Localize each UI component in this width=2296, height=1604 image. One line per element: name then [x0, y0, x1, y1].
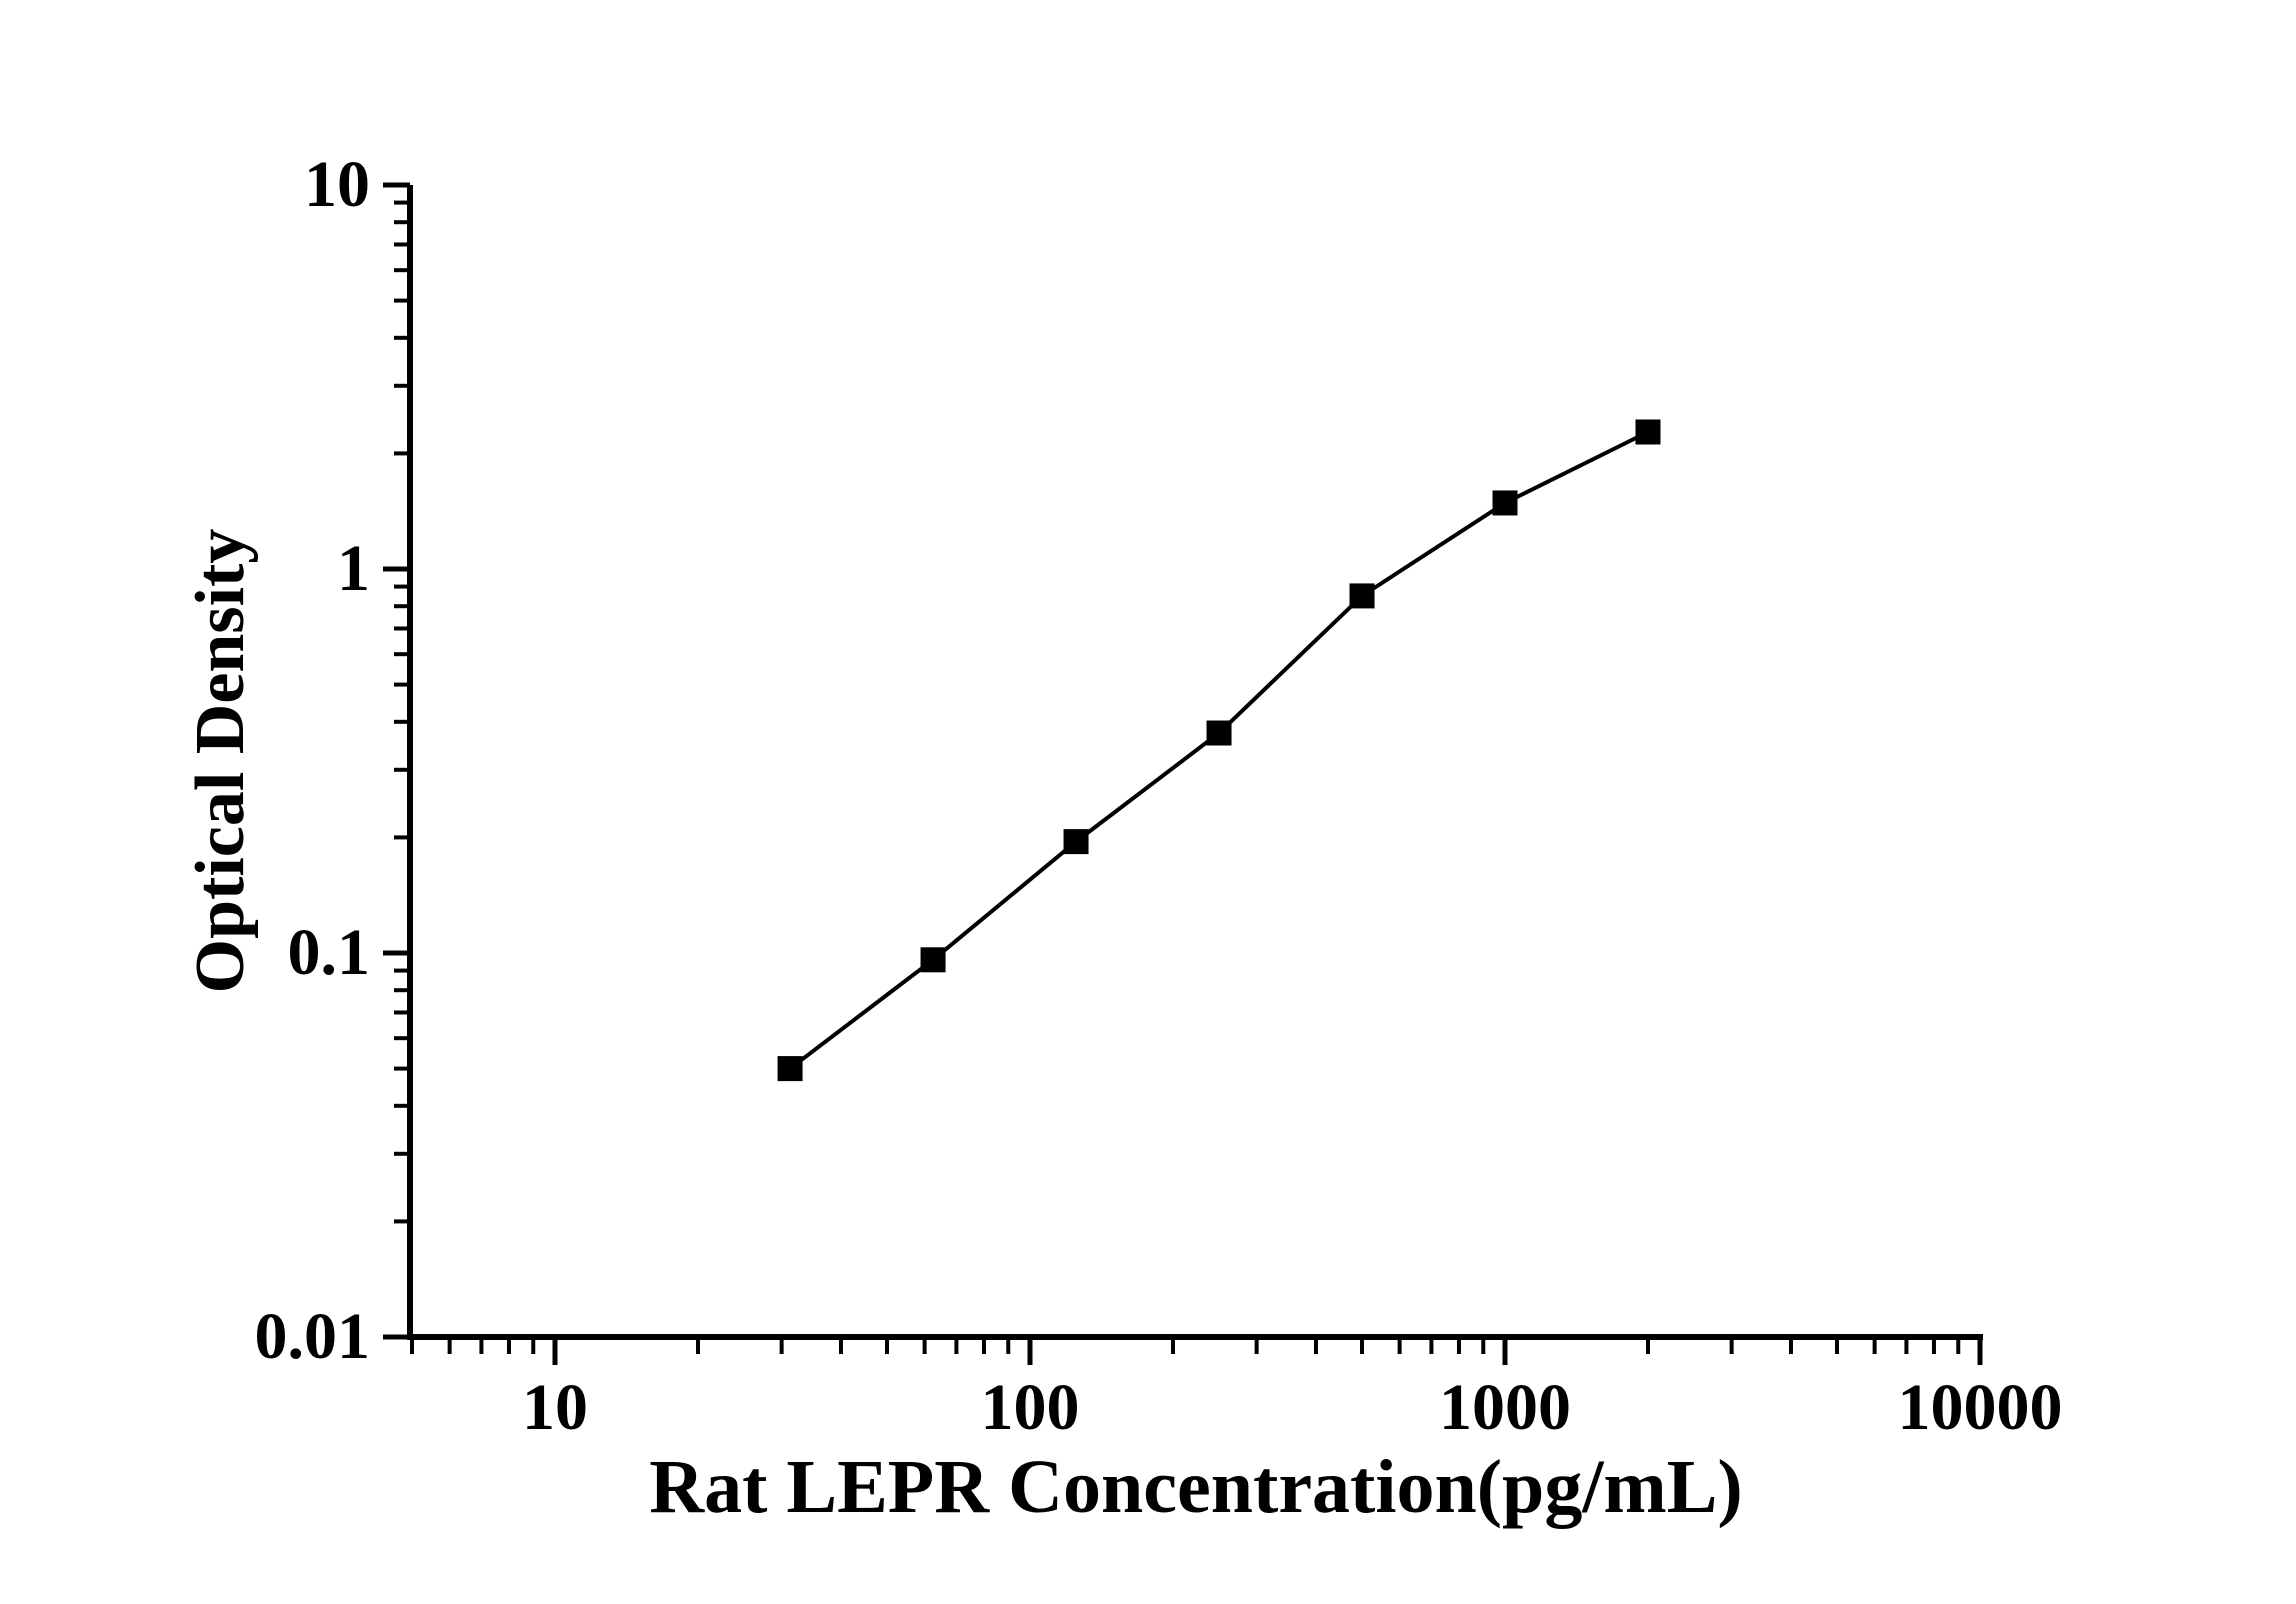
y-axis-title: Optical Density [182, 529, 259, 994]
data-point-marker [1206, 720, 1232, 746]
axis-ticks [383, 182, 1983, 1365]
data-points [777, 419, 1661, 1082]
x-tick-label: 10 [522, 1371, 588, 1444]
data-point-marker [777, 1056, 803, 1082]
y-tick-label: 1 [337, 532, 370, 605]
tick-labels: 10 100 1000 10000 0.01 0.1 1 10 [255, 148, 2063, 1444]
y-tick-label: 0.1 [288, 916, 371, 989]
data-point-marker [920, 947, 946, 973]
y-tick-label: 10 [304, 148, 370, 221]
y-tick-label: 0.01 [255, 1300, 371, 1373]
x-tick-label: 100 [981, 1371, 1080, 1444]
data-point-marker [1635, 419, 1661, 445]
data-point-marker [1063, 829, 1089, 855]
data-point-marker [1349, 583, 1375, 609]
x-tick-label: 10000 [1898, 1371, 2063, 1444]
data-point-marker [1492, 490, 1518, 516]
axes [407, 185, 1983, 1340]
x-axis-title: Rat LEPR Concentration(pg/mL) [649, 1445, 1743, 1529]
x-tick-label: 1000 [1439, 1371, 1571, 1444]
curve-line [788, 430, 1649, 1071]
